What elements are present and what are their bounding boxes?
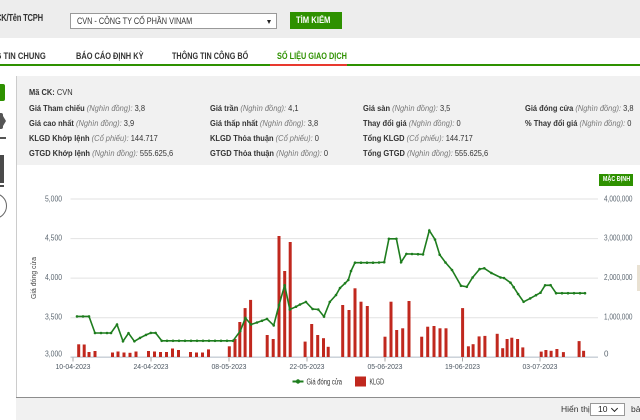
svg-text:3,000,000: 3,000,000: [604, 234, 633, 243]
svg-text:4,000: 4,000: [45, 273, 62, 282]
svg-text:4,000,000: 4,000,000: [604, 194, 633, 203]
svg-text:10-04-2023: 10-04-2023: [56, 362, 91, 371]
svg-text:22-05-2023: 22-05-2023: [290, 362, 325, 371]
svg-text:03-07-2023: 03-07-2023: [523, 362, 558, 371]
svg-text:5,000: 5,000: [45, 194, 62, 203]
svg-text:1,000,000: 1,000,000: [604, 313, 633, 322]
svg-text:3,500: 3,500: [45, 313, 62, 322]
svg-text:3,000: 3,000: [45, 349, 62, 358]
svg-text:2,000,000: 2,000,000: [604, 273, 633, 282]
svg-text:KLGD: KLGD: [370, 378, 385, 387]
svg-text:4,500: 4,500: [45, 234, 62, 243]
svg-text:24-04-2023: 24-04-2023: [134, 362, 169, 371]
svg-text:08-05-2023: 08-05-2023: [212, 362, 247, 371]
svg-text:Giá đóng cửa: Giá đóng cửa: [307, 378, 343, 387]
svg-text:19-06-2023: 19-06-2023: [445, 362, 480, 371]
svg-text:Giá đóng cửa: Giá đóng cửa: [29, 256, 38, 299]
svg-text:0: 0: [604, 349, 609, 358]
svg-text:05-06-2023: 05-06-2023: [368, 362, 403, 371]
